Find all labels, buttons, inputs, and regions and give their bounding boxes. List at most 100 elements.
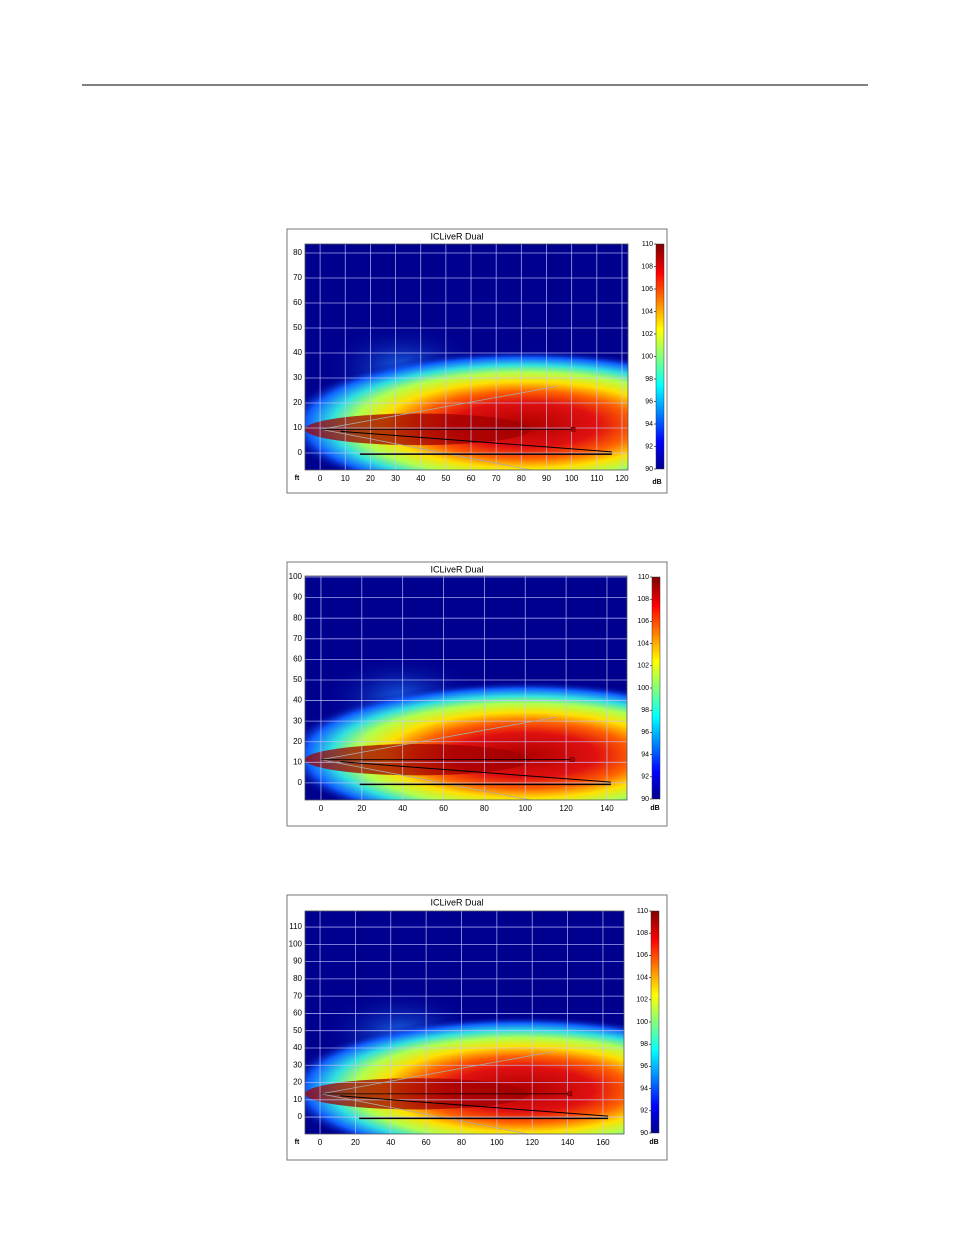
y-tick-label: 20 — [293, 737, 302, 746]
colorbar-tick-label: 104 — [641, 308, 653, 315]
colorbar-tick-label: 106 — [636, 952, 648, 959]
x-tick-label: 60 — [439, 804, 448, 813]
plot-border — [304, 575, 628, 801]
x-tick-label: 120 — [559, 804, 573, 813]
colorbar — [651, 576, 661, 800]
colorbar-unit: dB — [649, 1139, 658, 1146]
aim-line — [340, 761, 611, 783]
figure-title: ICLiveR Dual — [430, 231, 483, 241]
y-tick-label: 60 — [293, 1009, 302, 1018]
x-tick-label: 20 — [351, 1138, 360, 1147]
figure: ICLiveR Dual 0 20 40 60 80 100 120 140 160 0 10 20 30… — [286, 894, 668, 1161]
colorbar-tick-label: 104 — [636, 974, 648, 981]
x-tick-label: 60 — [467, 474, 476, 483]
x-tick-label: 120 — [615, 474, 629, 483]
colorbar-tick-label: 100 — [636, 1019, 648, 1026]
y-tick-label: 0 — [298, 778, 303, 787]
colorbar-tick-label: 98 — [645, 376, 653, 383]
y-tick-label: 100 — [289, 939, 303, 948]
colorbar-tick-label: 92 — [640, 1108, 648, 1115]
x-tick-label: 40 — [398, 804, 407, 813]
x-tick-label: 0 — [318, 1138, 323, 1147]
x-tick-label: 80 — [480, 804, 489, 813]
colorbar-tick-label: 110 — [642, 241, 653, 248]
y-tick-label: 20 — [293, 1078, 302, 1087]
y-tick-label: 50 — [293, 675, 302, 684]
x-tick-label: 100 — [490, 1138, 504, 1147]
target-marker — [570, 757, 575, 762]
y-tick-label: 20 — [293, 398, 302, 407]
x-tick-label: 100 — [565, 474, 579, 483]
y-tick-label: 0 — [298, 1112, 303, 1121]
y-tick-label: 80 — [293, 248, 302, 257]
colorbar-tick-label: 90 — [640, 1130, 648, 1137]
gray-ray — [321, 385, 558, 430]
y-tick-label: 10 — [293, 757, 302, 766]
colorbar-tick-label: 108 — [637, 596, 649, 603]
y-tick-label: 40 — [293, 1043, 302, 1052]
x-tick-label: 90 — [542, 474, 551, 483]
x-tick-label: 100 — [519, 804, 533, 813]
y-tick-label: 70 — [293, 634, 302, 643]
y-tick-label: 10 — [293, 1095, 302, 1104]
x-tick-label: 120 — [526, 1138, 540, 1147]
plot-border — [304, 910, 625, 1135]
figure-title: ICLiveR Dual — [430, 897, 483, 907]
colorbar-tick-label: 96 — [645, 398, 653, 405]
y-tick-label: 100 — [289, 572, 303, 581]
x-tick-label: 0 — [319, 804, 324, 813]
colorbar-tick-label: 92 — [641, 774, 649, 781]
colorbar-unit: dB — [650, 805, 659, 812]
plot-border — [304, 243, 629, 471]
colorbar-tick-label: 90 — [641, 796, 649, 803]
gray-ray — [320, 1051, 554, 1095]
colorbar-tick-label: 96 — [641, 729, 649, 736]
aim-line — [340, 430, 612, 453]
x-tick-label: 110 — [590, 474, 603, 483]
colorbar-unit: dB — [652, 479, 661, 486]
x-tick-label: 50 — [441, 474, 450, 483]
x-tick-label: 20 — [366, 474, 375, 483]
y-tick-label: 80 — [293, 974, 302, 983]
colorbar-tick-label: 110 — [638, 574, 649, 581]
colorbar-tick-label: 98 — [640, 1041, 648, 1048]
colorbar — [650, 910, 660, 1134]
y-tick-label: 80 — [293, 613, 302, 622]
y-tick-label: 90 — [293, 957, 302, 966]
colorbar-tick-label: 92 — [645, 443, 653, 450]
colorbar-tick-label: 96 — [640, 1063, 648, 1070]
y-tick-label: 30 — [293, 373, 302, 382]
x-unit: ft — [295, 475, 300, 482]
x-tick-label: 70 — [492, 474, 501, 483]
colorbar-tick-label: 102 — [637, 663, 649, 670]
colorbar-tick-label: 94 — [640, 1085, 648, 1092]
target-marker — [567, 1091, 573, 1097]
figure-title: ICLiveR Dual — [430, 564, 483, 574]
colorbar-tick-label: 94 — [645, 421, 653, 428]
y-tick-label: 50 — [293, 323, 302, 332]
heatmap — [305, 911, 624, 1134]
colorbar-tick-label: 98 — [641, 707, 649, 714]
x-tick-label: 60 — [422, 1138, 431, 1147]
colorbar-tick-label: 110 — [637, 908, 648, 915]
figure: ICLiveR Dual 0 20 40 60 80 100 120 140 0 10 20 30 40 5… — [286, 561, 668, 827]
x-tick-label: 140 — [561, 1138, 575, 1147]
y-tick-label: 70 — [293, 273, 302, 282]
x-tick-label: 20 — [357, 804, 366, 813]
colorbar-tick-label: 102 — [641, 331, 653, 338]
colorbar-tick-label: 108 — [641, 263, 653, 270]
y-tick-label: 60 — [293, 654, 302, 663]
colorbar-tick-label: 94 — [641, 751, 649, 758]
y-tick-label: 30 — [293, 716, 302, 725]
x-unit: ft — [295, 1139, 300, 1146]
colorbar-tick-label: 100 — [641, 353, 653, 360]
colorbar-tick-label: 108 — [636, 930, 648, 937]
colorbar — [655, 243, 665, 470]
y-tick-label: 40 — [293, 348, 302, 357]
x-tick-label: 10 — [341, 474, 350, 483]
x-tick-label: 140 — [600, 804, 614, 813]
colorbar-tick-label: 90 — [645, 466, 653, 473]
